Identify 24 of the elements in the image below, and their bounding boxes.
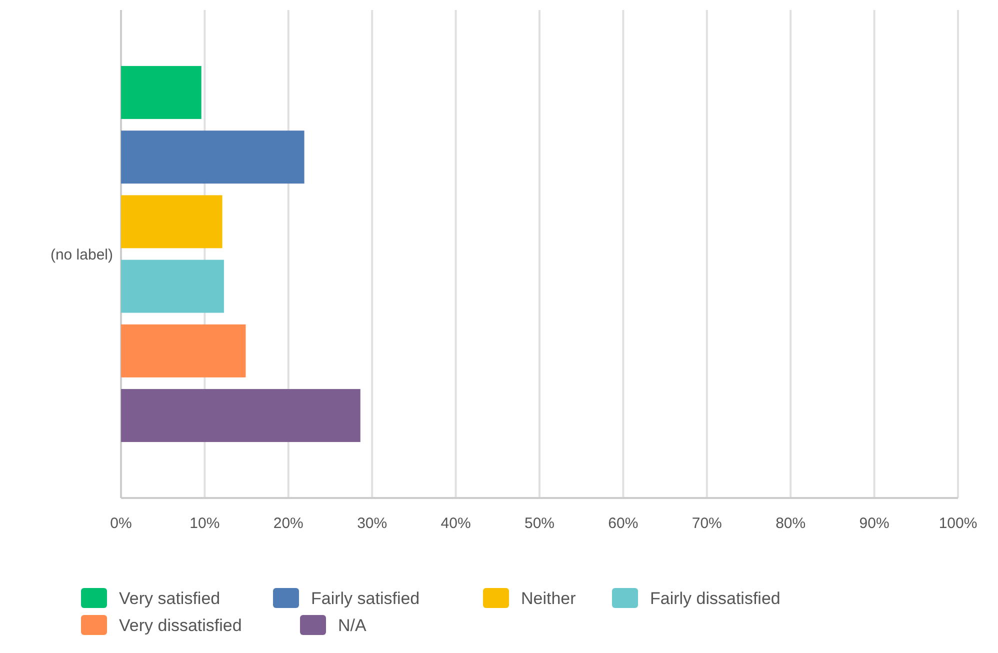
x-tick-label: 100%: [938, 515, 978, 532]
legend-label: Fairly satisfied: [311, 588, 420, 608]
bar: [121, 195, 222, 248]
legend-label: Very dissatisfied: [119, 616, 242, 635]
x-tick-label: 50%: [524, 515, 555, 532]
x-tick-label: 70%: [692, 515, 722, 532]
bar: [121, 260, 224, 313]
x-tick-label: 20%: [273, 515, 304, 532]
legend-label: Neither: [521, 588, 576, 608]
bar: [121, 66, 202, 119]
legend-label: N/A: [338, 616, 367, 635]
bar: [121, 130, 304, 184]
x-tick-label: 60%: [608, 515, 638, 532]
bar: [121, 389, 360, 442]
x-tick-label: 80%: [776, 515, 806, 532]
x-tick-label: 90%: [859, 515, 890, 532]
legend-label: Fairly dissatisfied: [650, 588, 780, 608]
y-tick-label: (no label): [50, 246, 113, 264]
x-tick-label: 0%: [110, 515, 132, 532]
bar: [121, 324, 246, 378]
x-tick-label: 40%: [440, 515, 471, 532]
legend-label: Very satisfied: [119, 588, 220, 608]
x-tick-label: 10%: [190, 515, 220, 532]
x-tick-label: 30%: [357, 515, 388, 532]
